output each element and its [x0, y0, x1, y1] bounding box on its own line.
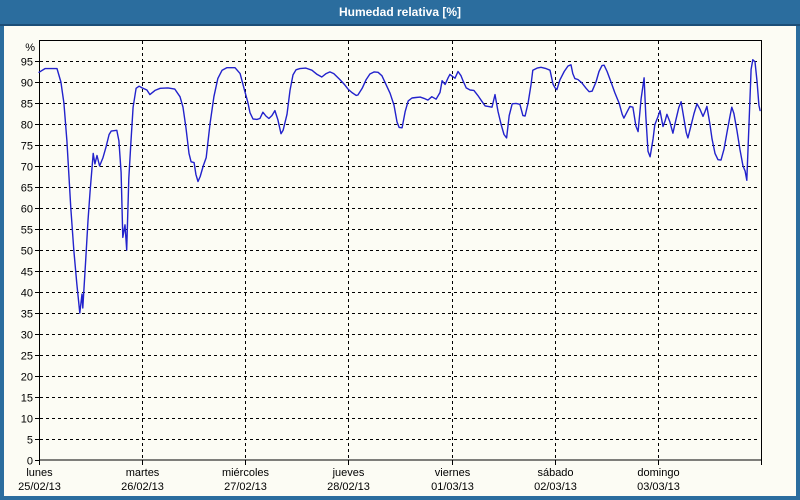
day-date-label: 28/02/13 — [327, 481, 370, 493]
y-tick-label: 95 — [21, 57, 33, 69]
series-line — [38, 59, 761, 314]
humidity-chart: 0 5 10 15 20 25 30 35 40 45 50 55 60 65 70 75 80 85 90 95% l… — [18, 40, 762, 493]
plot-border — [39, 40, 762, 461]
y-tick-label: 45 — [21, 267, 33, 279]
y-tick-label: 0 — [27, 456, 33, 468]
y-tick-label: 80 — [21, 120, 33, 132]
y-tick-label: 5 — [27, 435, 33, 447]
y-tick-label: 35 — [21, 309, 33, 321]
y-tick-label: 25 — [21, 351, 33, 363]
day-name-label: domingo — [637, 467, 679, 479]
day-name-label: miércoles — [222, 467, 270, 479]
day-date-label: 27/02/13 — [224, 481, 267, 493]
y-tick-label: 20 — [21, 372, 33, 384]
day-name-label: lunes — [26, 467, 53, 479]
y-tick-label: 70 — [21, 162, 33, 174]
y-tick-label: 10 — [21, 414, 33, 426]
day-date-label: 01/03/13 — [431, 481, 474, 493]
y-tick-label: 65 — [21, 183, 33, 195]
y-tick-label: 30 — [21, 330, 33, 342]
window-title-bar[interactable]: Humedad relativa [%] — [0, 0, 800, 26]
y-tick-label: 90 — [21, 78, 33, 90]
day-name-label: martes — [126, 467, 160, 479]
y-tick-label: 85 — [21, 99, 33, 111]
day-date-label: 02/03/13 — [534, 481, 577, 493]
day-date-label: 25/02/13 — [18, 481, 61, 493]
y-tick-label: 40 — [21, 288, 33, 300]
y-tick-label: 60 — [21, 204, 33, 216]
day-date-label: 03/03/13 — [637, 481, 680, 493]
y-axis-unit-label: % — [25, 42, 35, 54]
day-name-label: sábado — [537, 467, 573, 479]
y-tick-label: 50 — [21, 246, 33, 258]
chart-panel: 0 5 10 15 20 25 30 35 40 45 50 55 60 65 70 75 80 85 90 95% l… — [4, 26, 796, 496]
window-title: Humedad relativa [%] — [338, 5, 462, 19]
day-date-label: 26/02/13 — [121, 481, 164, 493]
day-name-label: jueves — [332, 467, 365, 479]
y-tick-label: 55 — [21, 225, 33, 237]
day-name-label: viernes — [435, 467, 471, 479]
y-tick-label: 75 — [21, 141, 33, 153]
y-tick-label: 15 — [21, 393, 33, 405]
